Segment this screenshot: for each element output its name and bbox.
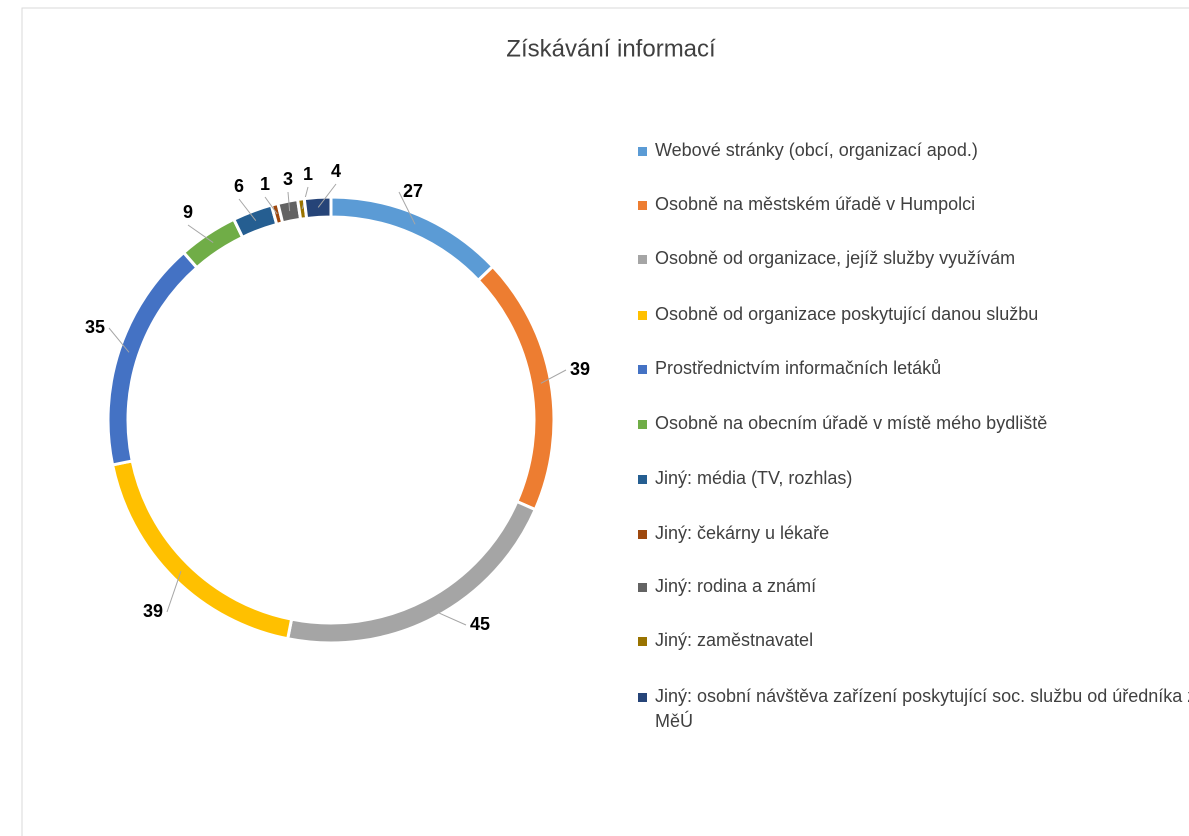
legend-label: Webové stránky (obcí, organizací apod.) bbox=[655, 140, 978, 160]
legend-item: Osobně na městském úřadě v Humpolci bbox=[637, 192, 1189, 217]
leader-line bbox=[287, 191, 291, 212]
donut-segment bbox=[329, 195, 495, 283]
leader-line bbox=[187, 224, 214, 243]
legend-swatch bbox=[638, 583, 647, 592]
leader-line bbox=[398, 191, 416, 225]
legend-item: Osobně od organizace poskytující danou s… bbox=[637, 302, 1189, 327]
data-label: 1 bbox=[303, 164, 313, 184]
legend-label: Jiný: média (TV, rozhlas) bbox=[655, 468, 853, 488]
legend-label: Osobně na městském úřadě v Humpolci bbox=[655, 194, 976, 214]
legend-label: Jiný: osobní návštěva zařízení poskytují… bbox=[655, 686, 1189, 731]
legend-swatch bbox=[638, 693, 647, 702]
donut-segment bbox=[181, 217, 245, 270]
leader-line bbox=[166, 571, 182, 613]
legend-swatch bbox=[638, 420, 647, 429]
legend-label: Osobně od organizace, jejíž služby využí… bbox=[655, 248, 1016, 268]
data-label: 27 bbox=[403, 181, 423, 201]
legend-swatch bbox=[638, 530, 647, 539]
data-label: 45 bbox=[470, 614, 490, 634]
data-label: 3 bbox=[283, 169, 293, 189]
leader-line bbox=[429, 608, 467, 626]
legend-swatch bbox=[638, 475, 647, 484]
legend-item: Jiný: čekárny u lékaře bbox=[637, 521, 1189, 546]
legend-item: Jiný: rodina a známí bbox=[637, 574, 1189, 599]
legend-swatch bbox=[638, 201, 647, 210]
legend-label: Osobně na obecním úřadě v místě mého byd… bbox=[655, 413, 1048, 433]
legend-label: Jiný: čekárny u lékaře bbox=[655, 523, 830, 543]
legend-item: Jiný: osobní návštěva zařízení poskytují… bbox=[637, 684, 1189, 734]
legend-swatch bbox=[638, 637, 647, 646]
legend-swatch bbox=[638, 365, 647, 374]
legend-item: Osobně od organizace, jejíž služby využí… bbox=[637, 246, 1189, 271]
leader-line bbox=[317, 183, 337, 208]
legend-label: Jiný: rodina a známí bbox=[655, 576, 817, 596]
legend-label: Osobně od organizace poskytující danou s… bbox=[655, 304, 1039, 324]
data-label: 39 bbox=[143, 601, 163, 621]
legend-swatch bbox=[638, 255, 647, 264]
chart-border bbox=[21, 7, 1189, 836]
legend-item: Jiný: zaměstnavatel bbox=[637, 628, 1189, 653]
legend-label: Prostřednictvím informačních letáků bbox=[655, 358, 942, 378]
donut-segment bbox=[285, 499, 538, 645]
donut-segment bbox=[231, 203, 279, 240]
leader-line bbox=[264, 196, 278, 215]
leader-line bbox=[238, 198, 257, 222]
legend-item: Osobně na obecním úřadě v místě mého byd… bbox=[637, 411, 1189, 436]
data-label: 6 bbox=[234, 176, 244, 196]
legend: Webové stránky (obcí, organizací apod.) O… bbox=[637, 138, 1189, 778]
data-label: 35 bbox=[85, 317, 105, 337]
donut-segment bbox=[106, 250, 200, 467]
legend-item: Webové stránky (obcí, organizací apod.) bbox=[637, 138, 1189, 163]
legend-swatch bbox=[638, 147, 647, 156]
donut-segment bbox=[476, 264, 556, 512]
data-label: 4 bbox=[331, 161, 341, 181]
data-label: 39 bbox=[570, 359, 590, 379]
leader-line bbox=[108, 327, 130, 353]
data-label: 9 bbox=[183, 202, 193, 222]
legend-swatch bbox=[638, 311, 647, 320]
legend-label: Jiný: zaměstnavatel bbox=[655, 630, 814, 650]
donut-segment bbox=[302, 195, 333, 221]
legend-item: Jiný: média (TV, rozhlas) bbox=[637, 466, 1189, 491]
data-label: 1 bbox=[260, 174, 270, 194]
legend-item: Prostřednictvím informačních letáků bbox=[637, 356, 1189, 381]
leader-line bbox=[540, 369, 567, 384]
donut-segment bbox=[110, 459, 294, 641]
chart-title: Získávání informací bbox=[506, 35, 716, 62]
